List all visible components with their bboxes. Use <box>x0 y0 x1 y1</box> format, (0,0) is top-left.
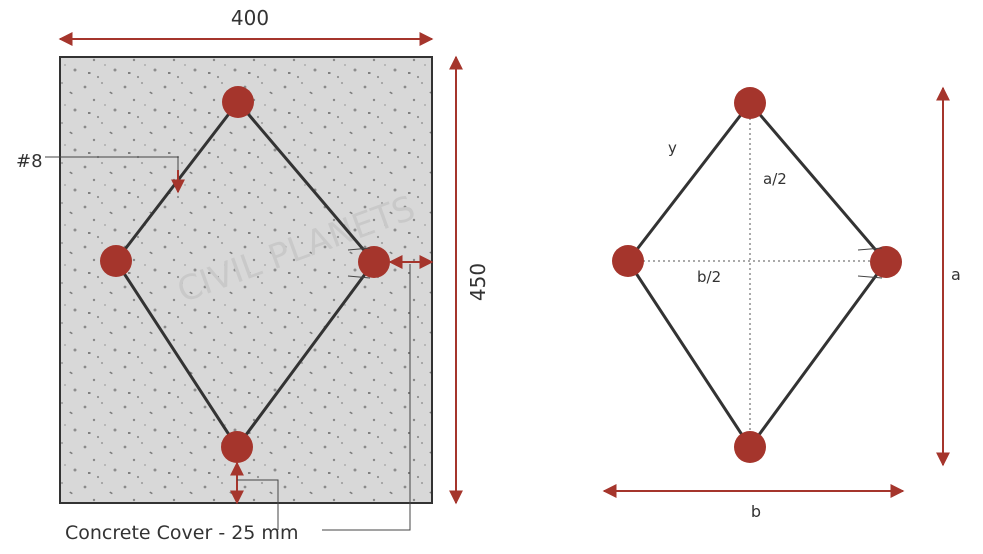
rebar <box>358 246 390 278</box>
geometry-diagram: y a/2 b/2 a b <box>602 86 961 521</box>
hook <box>857 247 883 251</box>
rebar <box>221 431 253 463</box>
cover-label: Concrete Cover - 25 mm <box>65 522 298 544</box>
rebar <box>100 245 132 277</box>
concrete-section <box>59 56 433 504</box>
bar-label: #8 <box>16 151 43 172</box>
rebar <box>870 246 902 278</box>
cover-leader <box>237 479 279 530</box>
height-label: a <box>951 265 961 284</box>
hook <box>857 275 883 279</box>
tie <box>626 101 888 449</box>
column-section: CIVIL PLANETS 400 450 #8 Concrete Cover … <box>16 6 490 544</box>
rebar <box>734 87 766 119</box>
hook <box>347 247 371 251</box>
half-height-label: a/2 <box>763 170 787 188</box>
height-label: 450 <box>466 263 490 301</box>
width-label: 400 <box>231 6 269 30</box>
cover-leader <box>322 264 411 531</box>
rebar <box>222 86 254 118</box>
rebar <box>734 431 766 463</box>
hook <box>347 275 371 279</box>
rebar <box>612 245 644 277</box>
half-width-label: b/2 <box>697 268 721 286</box>
width-label: b <box>751 502 761 521</box>
side-label: y <box>668 139 677 157</box>
